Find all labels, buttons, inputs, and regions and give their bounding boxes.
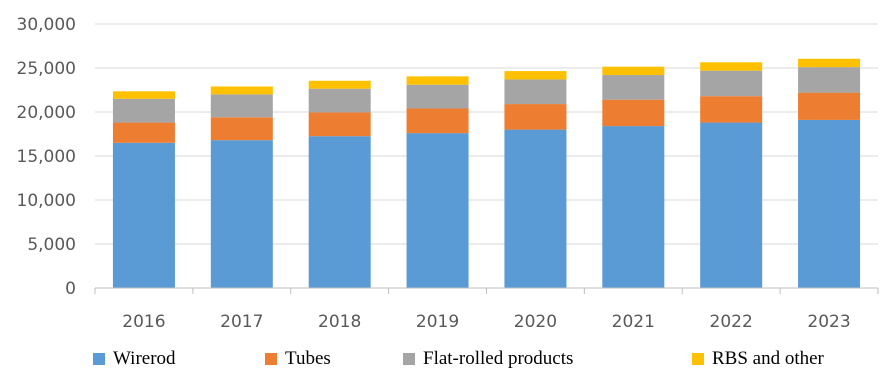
legend-item: Wirerod — [93, 348, 176, 370]
bar-segment-wirerod-2016 — [112, 142, 175, 288]
bar-segment-rbs-and-other-2023 — [798, 58, 861, 68]
legend-item: Flat-rolled products — [403, 348, 573, 370]
bar-segment-wirerod-2019 — [406, 133, 469, 288]
y-tick-label: 0 — [65, 279, 76, 299]
y-tick-label: 30,000 — [17, 15, 76, 35]
legend-label: Flat-rolled products — [423, 348, 574, 369]
bar-segment-wirerod-2017 — [210, 140, 273, 288]
bar-segment-flat-rolled-products-2017 — [210, 94, 273, 118]
legend-swatch — [265, 353, 277, 365]
bar-segment-flat-rolled-products-2016 — [112, 98, 175, 123]
bar-segment-wirerod-2018 — [308, 136, 371, 288]
y-tick-label: 5,000 — [27, 235, 76, 255]
bar-segment-tubes-2022 — [700, 96, 763, 123]
legend-swatch — [692, 353, 704, 365]
bar-segment-rbs-and-other-2017 — [210, 86, 273, 95]
bar-segment-tubes-2017 — [210, 117, 273, 141]
bar-segment-flat-rolled-products-2022 — [700, 70, 763, 97]
axes — [94, 287, 879, 294]
x-tick-label: 2017 — [220, 312, 263, 332]
legend-swatch — [93, 353, 105, 365]
bar-segment-wirerod-2022 — [700, 122, 763, 288]
bar-segment-rbs-and-other-2021 — [602, 66, 665, 76]
x-tick-label: 2016 — [122, 312, 165, 332]
bar-segment-tubes-2023 — [798, 92, 861, 120]
bar-segment-wirerod-2021 — [602, 126, 665, 288]
bar-segment-flat-rolled-products-2019 — [406, 84, 469, 109]
y-tick-label: 25,000 — [17, 59, 76, 79]
bar-segment-tubes-2021 — [602, 99, 665, 127]
bar-segment-flat-rolled-products-2020 — [504, 79, 567, 105]
legend-swatch — [403, 353, 415, 365]
bar-segment-tubes-2016 — [112, 122, 175, 143]
legend-label: Tubes — [285, 348, 331, 369]
bar-segment-flat-rolled-products-2021 — [602, 75, 665, 100]
bar-segment-rbs-and-other-2020 — [504, 71, 567, 80]
bar-segment-flat-rolled-products-2023 — [798, 67, 861, 93]
bar-segment-wirerod-2023 — [798, 119, 861, 288]
bar-segment-tubes-2019 — [406, 108, 469, 134]
x-tick-label: 2020 — [514, 312, 557, 332]
bars — [112, 58, 861, 288]
legend-item: Tubes — [265, 348, 331, 370]
bar-segment-rbs-and-other-2022 — [700, 62, 763, 71]
x-tick-label: 2019 — [416, 312, 459, 332]
legend: Wirerod Tubes Flat-rolled products RBS and … — [0, 348, 888, 370]
tick-labels: 0 5,000 10,000 15,000 20,000 25,000 30,000 2016… — [17, 15, 851, 332]
bar-segment-tubes-2018 — [308, 112, 371, 137]
bar-segment-wirerod-2020 — [504, 129, 567, 288]
bar-segment-rbs-and-other-2019 — [406, 76, 469, 85]
legend-label: Wirerod — [113, 348, 176, 369]
y-tick-label: 10,000 — [17, 191, 76, 211]
legend-item: RBS and other — [692, 348, 824, 370]
y-tick-label: 20,000 — [17, 103, 76, 123]
bar-segment-tubes-2020 — [504, 104, 567, 130]
bar-segment-rbs-and-other-2016 — [112, 91, 175, 99]
bar-segment-flat-rolled-products-2018 — [308, 88, 371, 113]
x-tick-label: 2018 — [318, 312, 361, 332]
x-tick-label: 2021 — [612, 312, 655, 332]
x-tick-label: 2023 — [807, 312, 850, 332]
y-tick-label: 15,000 — [17, 147, 76, 167]
bar-segment-rbs-and-other-2018 — [308, 80, 371, 89]
legend-label: RBS and other — [712, 348, 824, 369]
x-tick-label: 2022 — [710, 312, 753, 332]
chart-plot-area: 0 5,000 10,000 15,000 20,000 25,000 30,000 2016… — [17, 15, 879, 332]
